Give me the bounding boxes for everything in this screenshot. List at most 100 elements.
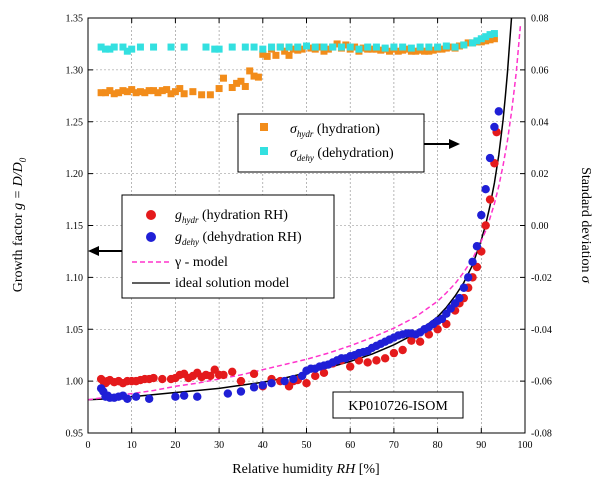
- point-g-dehy: [490, 122, 499, 132]
- point-g-hydr: [219, 370, 228, 380]
- point-g-dehy: [289, 374, 298, 384]
- point-sigma-hydr: [263, 52, 271, 60]
- point-sigma-hydr: [206, 91, 214, 99]
- point-sigma-hydr: [377, 46, 385, 54]
- ticks: 0 10 20 30 40 50 60 70 80 90 100 0.95 1.00 1.05 1.10 1.…: [66, 14, 552, 452]
- point-sigma-dehy: [211, 45, 219, 53]
- point-sigma-dehy: [311, 43, 319, 51]
- point-sigma-hydr: [259, 50, 267, 58]
- point-g-hydr: [363, 358, 372, 367]
- point-sigma-hydr: [189, 88, 197, 96]
- point-sigma-dehy: [320, 43, 328, 51]
- legend-g: ghydr (hydration RH) gdehy (dehydration …: [121, 194, 335, 299]
- point-sigma-hydr: [228, 84, 236, 92]
- point-sigma-dehy: [434, 43, 442, 51]
- point-g-hydr: [372, 356, 381, 365]
- point-sigma-hydr: [316, 43, 324, 51]
- point-sigma-hydr: [150, 87, 158, 95]
- point-g-hydr: [485, 195, 495, 204]
- legend-sigma: σhydr (hydration) σdehy (dehydration): [237, 113, 460, 173]
- point-sigma-dehy: [259, 45, 267, 53]
- y-right-tick-label: -0.04: [531, 325, 552, 336]
- point-sigma-dehy: [106, 45, 114, 53]
- point-sigma-dehy: [180, 43, 188, 51]
- point-sigma-hydr: [394, 47, 402, 55]
- y-left-tick-label: 1.20: [66, 169, 84, 180]
- point-sigma-dehy: [228, 43, 236, 51]
- y-right-tick-label: 0.02: [531, 169, 549, 180]
- point-sigma-dehy: [150, 43, 158, 51]
- x-axis-title: Relative humidity RH [%]: [232, 462, 379, 477]
- point-g-dehy: [193, 392, 202, 401]
- x-tick-label: 30: [214, 440, 224, 451]
- legend-sigma-dehy-marker: [260, 147, 268, 155]
- point-sigma-hydr: [455, 42, 463, 50]
- point-sigma-hydr: [176, 85, 184, 93]
- point-sigma-dehy: [250, 43, 258, 51]
- point-sigma-hydr: [272, 51, 280, 59]
- point-g-dehy: [236, 387, 246, 396]
- point-g-dehy: [280, 376, 289, 386]
- point-sigma-dehy: [123, 47, 131, 55]
- point-sigma-hydr: [425, 47, 433, 55]
- point-sigma-hydr: [281, 47, 289, 55]
- y-left-tick-label: 0.95: [66, 429, 84, 440]
- point-sigma-hydr: [132, 89, 140, 97]
- point-g-hydr: [236, 376, 246, 386]
- x-tick-label: 90: [476, 440, 486, 451]
- y-left-tick-label: 1.10: [66, 273, 84, 284]
- point-sigma-dehy: [215, 45, 223, 53]
- annotation-frame: [332, 391, 464, 419]
- point-g-dehy: [463, 273, 473, 282]
- point-g-dehy: [258, 381, 267, 390]
- point-g-hydr: [389, 348, 399, 358]
- point-sigma-dehy: [407, 44, 415, 52]
- point-sigma-dehy: [416, 43, 424, 51]
- point-sigma-hydr: [141, 89, 149, 97]
- point-sigma-hydr: [97, 89, 105, 97]
- point-sigma-hydr: [123, 88, 131, 96]
- point-sigma-dehy: [469, 39, 477, 47]
- y-right-tick-label: 0.00: [531, 221, 549, 232]
- point-g-dehy: [171, 392, 180, 401]
- point-sigma-dehy: [101, 45, 109, 53]
- legend-sigma-hydr-label: σhydr (hydration): [290, 122, 380, 139]
- y-right-axis-title: Standard deviation σ: [578, 167, 593, 284]
- point-g-dehy: [131, 392, 141, 401]
- y-left-axis-title: Growth factor g = D/D0: [11, 157, 28, 292]
- y-right-tick-label: 0.08: [531, 14, 549, 25]
- point-sigma-hydr: [351, 43, 359, 51]
- point-sigma-hydr: [289, 45, 297, 53]
- point-g-dehy: [267, 379, 276, 388]
- point-g-hydr: [481, 221, 490, 230]
- point-sigma-dehy: [460, 41, 468, 49]
- point-sigma-hydr: [254, 73, 262, 81]
- point-sigma-dehy: [241, 43, 249, 51]
- legend-sigma-frame: [237, 113, 425, 173]
- point-g-dehy: [455, 293, 464, 303]
- point-sigma-dehy: [490, 30, 498, 38]
- point-sigma-hydr: [163, 86, 171, 94]
- point-sigma-dehy: [346, 43, 354, 51]
- point-g-hydr: [398, 345, 407, 355]
- point-g-hydr: [249, 369, 259, 379]
- point-g-dehy: [144, 394, 154, 403]
- point-sigma-dehy: [381, 44, 389, 52]
- point-sigma-hydr: [110, 90, 118, 98]
- y-right-tick-label: 0.06: [531, 65, 549, 76]
- point-sigma-dehy: [329, 43, 337, 51]
- legend-sigma-dehy-label: σdehy (dehydration): [290, 146, 394, 163]
- point-sigma-dehy: [425, 43, 433, 51]
- point-sigma-hydr: [298, 45, 306, 53]
- point-sigma-hydr: [246, 67, 254, 75]
- x-tick-label: 40: [258, 440, 268, 451]
- point-sigma-hydr: [237, 77, 245, 85]
- point-sigma-dehy: [128, 45, 136, 53]
- point-g-dehy: [485, 153, 495, 163]
- y-left-tick-label: 1.05: [66, 325, 84, 336]
- x-tick-label: 10: [127, 440, 137, 451]
- point-sigma-dehy: [473, 37, 481, 45]
- point-sigma-hydr: [342, 41, 350, 49]
- point-sigma-hydr: [368, 45, 376, 53]
- point-sigma-hydr: [101, 89, 109, 97]
